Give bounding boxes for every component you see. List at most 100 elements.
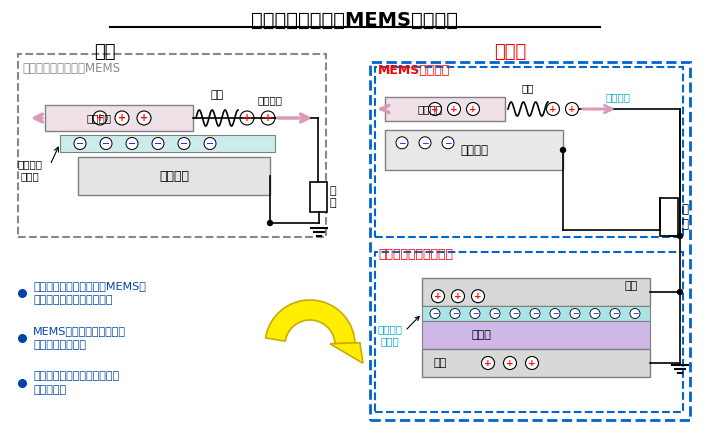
Bar xyxy=(422,278,650,306)
Text: 固定電極: 固定電極 xyxy=(159,170,189,183)
Circle shape xyxy=(430,309,440,319)
Text: −: − xyxy=(592,309,599,318)
Circle shape xyxy=(268,221,273,225)
Text: +: + xyxy=(528,358,536,368)
Bar xyxy=(660,198,678,236)
Circle shape xyxy=(450,309,460,319)
Text: 誘導電荷: 誘導電荷 xyxy=(258,95,283,105)
Text: −: − xyxy=(632,309,638,318)
Text: エレクトレット型MEMS振動発電: エレクトレット型MEMS振動発電 xyxy=(251,10,459,30)
Text: +: + xyxy=(469,104,477,114)
Text: −: − xyxy=(128,139,136,149)
Text: −: − xyxy=(552,309,558,318)
Text: 負
荷: 負 荷 xyxy=(681,203,688,231)
Circle shape xyxy=(432,290,444,303)
Text: 固定電極: 固定電極 xyxy=(460,143,488,156)
Text: 外付けエレクトレットとMEMSを
利用した新原理の振動発電: 外付けエレクトレットとMEMSを 利用した新原理の振動発電 xyxy=(33,281,146,305)
Circle shape xyxy=(590,309,600,319)
Text: +: + xyxy=(506,358,514,368)
Circle shape xyxy=(137,111,151,125)
Bar xyxy=(422,349,650,377)
Text: +: + xyxy=(450,104,458,114)
Circle shape xyxy=(115,111,129,125)
Circle shape xyxy=(570,309,580,319)
Circle shape xyxy=(677,289,682,295)
Circle shape xyxy=(547,103,559,115)
Circle shape xyxy=(630,309,640,319)
Circle shape xyxy=(204,138,216,149)
Circle shape xyxy=(74,138,86,149)
Polygon shape xyxy=(330,343,363,363)
Bar xyxy=(370,62,690,420)
Bar xyxy=(385,97,505,121)
Text: −: − xyxy=(492,309,498,318)
Text: +: + xyxy=(550,104,557,114)
Text: −: − xyxy=(421,138,429,147)
Text: −: − xyxy=(512,309,518,318)
Circle shape xyxy=(261,111,275,125)
Circle shape xyxy=(442,137,454,149)
Text: −: − xyxy=(612,309,618,318)
Circle shape xyxy=(240,111,254,125)
Text: 可動電極: 可動電極 xyxy=(87,113,111,123)
Text: +: + xyxy=(454,292,462,301)
Bar xyxy=(18,54,326,237)
Text: ばね: ばね xyxy=(210,90,224,100)
Circle shape xyxy=(560,148,565,153)
Text: −: − xyxy=(532,309,538,318)
Bar xyxy=(422,306,650,321)
Circle shape xyxy=(525,357,538,370)
Circle shape xyxy=(152,138,164,149)
Text: 誘導電荷: 誘導電荷 xyxy=(606,92,630,102)
Text: +: + xyxy=(431,104,439,114)
Circle shape xyxy=(481,357,494,370)
Text: 電極: 電極 xyxy=(434,358,447,368)
Circle shape xyxy=(178,138,190,149)
Bar xyxy=(422,321,650,349)
Text: −: − xyxy=(102,139,110,149)
Circle shape xyxy=(677,233,682,239)
Text: 電極: 電極 xyxy=(625,281,638,291)
Text: エレクト
レット: エレクト レット xyxy=(18,159,43,181)
Text: −: − xyxy=(154,139,162,149)
Text: −: − xyxy=(398,138,405,147)
Text: −: − xyxy=(572,309,578,318)
Circle shape xyxy=(452,290,464,303)
Bar xyxy=(45,105,193,131)
Text: −: − xyxy=(444,138,452,147)
Text: 従来: 従来 xyxy=(94,43,116,61)
Circle shape xyxy=(93,111,107,125)
Circle shape xyxy=(466,103,479,115)
Bar xyxy=(310,182,327,212)
Bar xyxy=(375,67,683,237)
Text: +: + xyxy=(140,113,148,123)
Text: エレクト
レット: エレクト レット xyxy=(378,324,403,346)
Text: +: + xyxy=(118,113,126,123)
Circle shape xyxy=(396,137,408,149)
Bar xyxy=(60,135,275,152)
Text: +: + xyxy=(474,292,482,301)
Circle shape xyxy=(447,103,461,115)
Text: −: − xyxy=(76,139,84,149)
Text: −: − xyxy=(432,309,438,318)
Text: 本提案: 本提案 xyxy=(494,43,526,61)
Text: 材料選択・設計・作製方法の
自由度向上: 材料選択・設計・作製方法の 自由度向上 xyxy=(33,371,119,395)
Text: −: − xyxy=(452,309,458,318)
Bar xyxy=(78,157,270,195)
Circle shape xyxy=(550,309,560,319)
Text: +: + xyxy=(243,113,251,123)
Circle shape xyxy=(100,138,112,149)
Text: +: + xyxy=(435,292,442,301)
Circle shape xyxy=(419,137,431,149)
Text: −: − xyxy=(180,139,188,149)
Text: +: + xyxy=(568,104,576,114)
Text: +: + xyxy=(264,113,272,123)
Text: 誘電体: 誘電体 xyxy=(472,330,492,340)
Text: +: + xyxy=(484,358,492,368)
Text: +: + xyxy=(96,113,104,123)
Circle shape xyxy=(530,309,540,319)
Circle shape xyxy=(490,309,500,319)
Text: 可動電極: 可動電極 xyxy=(417,104,442,114)
Circle shape xyxy=(471,290,484,303)
Text: 負
荷: 負 荷 xyxy=(330,186,337,208)
